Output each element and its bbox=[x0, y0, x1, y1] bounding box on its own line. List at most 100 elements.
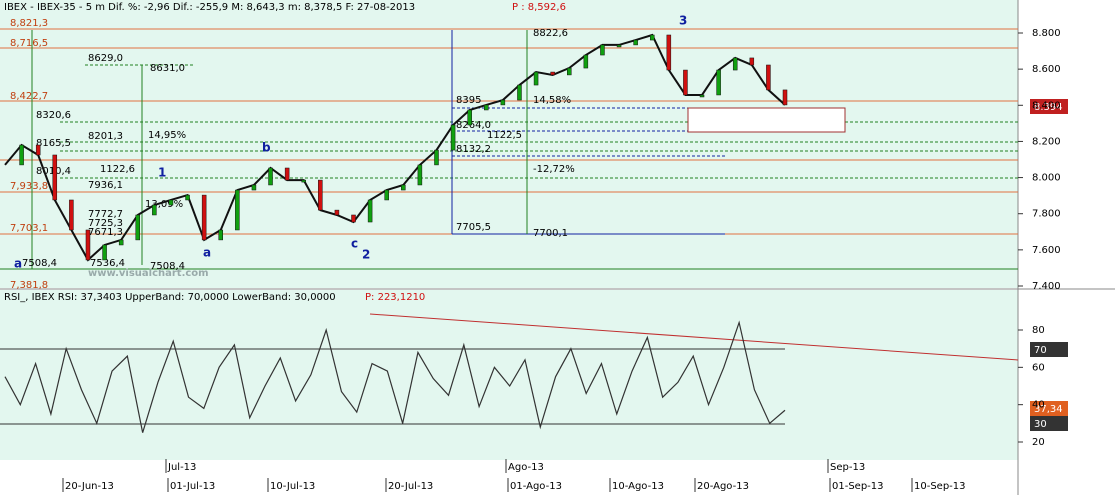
annotation: 8822,6 bbox=[533, 28, 568, 39]
annotation: 8264,0 bbox=[456, 120, 491, 131]
date-label: 01-Ago-13 bbox=[510, 481, 562, 492]
rsi-header-price: P: 223,1210 bbox=[365, 292, 425, 303]
wave-label: c bbox=[351, 237, 358, 251]
annotation: 14,58% bbox=[533, 95, 571, 106]
candle bbox=[666, 34, 672, 71]
label-box bbox=[1030, 401, 1068, 416]
level-label: 7,381,8 bbox=[10, 280, 48, 291]
candle bbox=[633, 39, 638, 46]
date-label: 10-Sep-13 bbox=[914, 481, 966, 492]
date-label: 01-Sep-13 bbox=[832, 481, 884, 492]
last-price: 8.394 bbox=[1034, 102, 1063, 113]
candle bbox=[716, 69, 721, 96]
candle bbox=[699, 94, 705, 98]
candle bbox=[749, 57, 755, 66]
candle bbox=[118, 239, 124, 246]
candle bbox=[351, 214, 356, 223]
annotation: 7772,7 bbox=[88, 209, 123, 220]
rsi-trendline bbox=[369, 313, 1019, 361]
annotation: 8320,6 bbox=[36, 110, 71, 121]
candle bbox=[401, 184, 406, 191]
y-tick-label: 60 bbox=[1032, 362, 1045, 373]
rsi-bands bbox=[0, 348, 785, 425]
annotation: 8165,5 bbox=[36, 138, 71, 149]
header-price: P : 8,592,6 bbox=[512, 2, 566, 13]
date-label: 10-Ago-13 bbox=[612, 481, 664, 492]
candle bbox=[201, 194, 207, 241]
annotation: 7705,5 bbox=[456, 222, 491, 233]
level-label: 8,716,5 bbox=[10, 38, 48, 49]
watermark: www.visualchart.com bbox=[88, 268, 209, 279]
candle bbox=[450, 124, 456, 151]
wave-label: 2 bbox=[362, 248, 370, 262]
candle bbox=[600, 44, 605, 56]
candle bbox=[301, 179, 306, 183]
price-line bbox=[4, 33, 786, 262]
candle bbox=[102, 244, 107, 261]
target-box bbox=[687, 107, 846, 133]
annotation: 7508,4 bbox=[22, 258, 57, 269]
candle bbox=[135, 214, 141, 241]
candle bbox=[367, 199, 373, 223]
candle bbox=[19, 144, 24, 166]
candle bbox=[384, 189, 389, 201]
candle bbox=[567, 67, 572, 76]
annotation: 7700,1 bbox=[533, 228, 568, 239]
level-lines bbox=[0, 28, 1018, 235]
wave-label: 3 bbox=[679, 14, 687, 28]
y-tick-label: 8.600 bbox=[1032, 64, 1061, 75]
date-label: Jul-13 bbox=[167, 462, 196, 473]
wave-label: b bbox=[262, 141, 271, 155]
label-box bbox=[1030, 342, 1068, 357]
candle bbox=[268, 167, 273, 186]
y-tick-label: 7.400 bbox=[1032, 281, 1061, 292]
candle bbox=[434, 149, 439, 166]
wave-label: 1 bbox=[158, 166, 166, 180]
date-label: 20-Jun-13 bbox=[65, 481, 114, 492]
candle bbox=[69, 199, 74, 231]
date-label: 20-Ago-13 bbox=[697, 481, 749, 492]
annotation: 7936,1 bbox=[88, 180, 123, 191]
candle bbox=[533, 71, 539, 86]
level-label: 7,933,8 bbox=[10, 181, 48, 192]
rsi-header: RSI_, IBEX RSI: 37,3403 UpperBand: 70,00… bbox=[4, 292, 336, 303]
annotation: 7671,3 bbox=[88, 227, 123, 238]
candle bbox=[517, 84, 522, 101]
label-box bbox=[1030, 416, 1068, 431]
date-label: 10-Jul-13 bbox=[270, 481, 315, 492]
candle bbox=[318, 179, 323, 211]
annotation: 8201,3 bbox=[88, 131, 123, 142]
label-box bbox=[1030, 99, 1068, 114]
rsi-plot bbox=[0, 290, 1018, 460]
rsi-upper: 70 bbox=[1034, 345, 1047, 356]
y-tick-label: 40 bbox=[1032, 400, 1045, 411]
y-tick-label: 80 bbox=[1032, 325, 1045, 336]
rsi-last: 37,34 bbox=[1034, 404, 1063, 415]
annotation: 7508,4 bbox=[150, 261, 185, 272]
wave-label: a bbox=[203, 246, 211, 260]
annotation: 1122,6 bbox=[100, 164, 135, 175]
candle bbox=[732, 57, 738, 71]
y-tick-label: 8.200 bbox=[1032, 136, 1061, 147]
candle bbox=[782, 89, 788, 106]
level-label: 8,821,3 bbox=[10, 18, 48, 29]
candle bbox=[152, 204, 157, 216]
candle bbox=[218, 229, 223, 241]
candle bbox=[616, 44, 622, 48]
date-label: 01-Jul-13 bbox=[170, 481, 215, 492]
y-tick-label: 8.400 bbox=[1032, 100, 1061, 111]
y-tick-label: 7.600 bbox=[1032, 245, 1061, 256]
candle bbox=[85, 229, 91, 261]
annotation: 8629,0 bbox=[88, 53, 123, 64]
fib-lines bbox=[60, 64, 1018, 179]
candle bbox=[766, 64, 771, 91]
candle bbox=[583, 54, 589, 69]
annotation: -12,72% bbox=[533, 164, 575, 175]
annotation: 13,09% bbox=[145, 199, 183, 210]
candle bbox=[467, 109, 472, 126]
candle bbox=[185, 194, 190, 201]
rsi-line bbox=[4, 320, 786, 433]
rsi-lower: 30 bbox=[1034, 419, 1047, 430]
candle bbox=[334, 209, 340, 216]
